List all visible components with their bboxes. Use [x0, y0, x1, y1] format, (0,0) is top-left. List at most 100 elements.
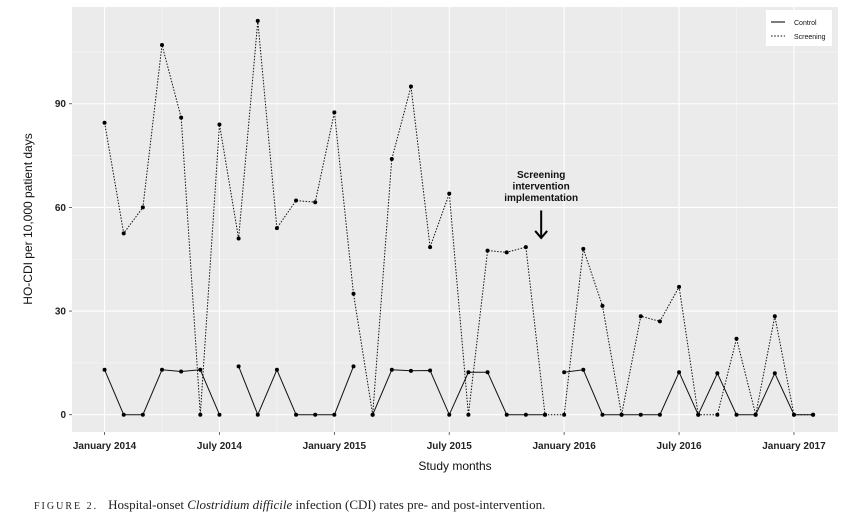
x-axis-ticks: January 2014 July 2014 January 2015 July 20… — [73, 432, 826, 452]
data-point-control — [351, 364, 356, 369]
x-tick-label: July 2014 — [197, 441, 242, 452]
data-point-control — [140, 412, 145, 417]
data-point-control — [638, 412, 643, 417]
data-point-screening — [389, 157, 394, 162]
data-point-control — [389, 367, 394, 372]
data-point-control — [236, 364, 241, 369]
data-point-screening — [236, 236, 241, 241]
data-point-screening — [313, 200, 318, 205]
data-point-screening — [753, 412, 758, 417]
data-point-control — [677, 370, 682, 375]
data-point-screening — [562, 412, 567, 417]
data-point-screening — [734, 336, 739, 341]
data-point-control — [332, 412, 337, 417]
x-tick-label: July 2015 — [427, 441, 472, 452]
data-point-control — [102, 367, 107, 372]
data-point-control — [562, 370, 567, 375]
caption-text-italic: Clostridium difficile — [187, 497, 293, 512]
data-point-screening — [102, 120, 107, 125]
data-point-screening — [772, 314, 777, 319]
figure-label: FIGURE 2. — [34, 501, 99, 512]
x-tick-label: January 2015 — [303, 441, 367, 452]
plot-panel — [72, 7, 838, 432]
y-tick-label: 30 — [55, 307, 67, 318]
legend-label-control: Control — [794, 20, 817, 27]
data-point-control — [198, 367, 203, 372]
data-point-control — [447, 412, 452, 417]
y-tick-label: 0 — [60, 410, 66, 421]
data-point-screening — [255, 18, 260, 23]
annotation-arrow-head — [534, 230, 548, 240]
annotation-line: Screening — [517, 170, 565, 181]
data-point-control — [734, 412, 739, 417]
data-point-control — [274, 367, 279, 372]
data-point-control — [715, 371, 720, 376]
annotation-line: implementation — [504, 193, 578, 204]
data-point-screening — [811, 412, 816, 417]
data-point-screening — [408, 84, 413, 89]
data-point-control — [504, 412, 509, 417]
data-point-control — [657, 412, 662, 417]
data-point-control — [466, 370, 471, 375]
data-point-screening — [504, 250, 509, 255]
y-tick-label: 60 — [55, 203, 67, 214]
data-point-screening — [447, 191, 452, 196]
data-point-screening — [160, 43, 165, 48]
data-point-screening — [485, 248, 490, 253]
legend-box — [766, 10, 832, 46]
x-tick-label: July 2016 — [657, 441, 702, 452]
data-point-control — [217, 412, 222, 417]
data-point-control — [313, 412, 318, 417]
data-point-screening — [523, 245, 528, 250]
legend-label-screening: Screening — [794, 34, 826, 41]
data-point-control — [179, 369, 184, 374]
data-point-control — [772, 371, 777, 376]
data-point-screening — [600, 303, 605, 308]
series-line-control — [372, 369, 545, 416]
data-point-screening — [351, 291, 356, 296]
data-point-control — [294, 412, 299, 417]
data-point-screening — [198, 412, 203, 417]
y-axis-ticks: 0 30 60 90 — [55, 99, 72, 421]
data-point-control — [485, 370, 490, 375]
data-point-screening — [638, 314, 643, 319]
data-point-screening — [274, 226, 279, 231]
data-point-control — [121, 412, 126, 417]
data-point-control — [600, 412, 605, 417]
data-point-screening — [543, 412, 548, 417]
data-point-screening — [179, 115, 184, 120]
data-points — [102, 18, 816, 417]
data-point-screening — [140, 205, 145, 210]
data-point-screening — [619, 412, 624, 417]
data-point-screening — [294, 198, 299, 203]
x-tick-label: January 2014 — [73, 441, 137, 452]
x-tick-label: January 2017 — [762, 441, 826, 452]
data-point-screening — [791, 412, 796, 417]
data-point-screening — [466, 412, 471, 417]
series-line-control — [564, 369, 814, 416]
data-point-screening — [428, 245, 433, 250]
caption-text-after: infection (CDI) rates pre- and post-inte… — [292, 497, 546, 512]
y-axis-label: HO-CDI per 10,000 patient days — [21, 133, 35, 304]
data-point-screening — [715, 412, 720, 417]
caption-text-before: Hospital-onset — [108, 497, 188, 512]
data-point-control — [160, 367, 165, 372]
data-point-control — [408, 368, 413, 373]
x-tick-label: January 2016 — [532, 441, 596, 452]
data-point-screening — [332, 110, 337, 115]
annotation-line: intervention — [513, 181, 570, 192]
data-point-control — [428, 368, 433, 373]
y-tick-label: 90 — [55, 99, 67, 110]
data-point-screening — [581, 246, 586, 251]
data-point-screening — [217, 122, 222, 127]
data-point-screening — [657, 319, 662, 324]
legend: Control Screening — [766, 10, 832, 46]
figure-caption: FIGURE 2. Hospital-onset Clostridium diff… — [34, 497, 545, 513]
data-point-control — [581, 367, 586, 372]
series-line-screening — [104, 20, 814, 416]
data-point-screening — [121, 231, 126, 236]
x-axis-label: Study months — [418, 459, 491, 473]
data-point-control — [523, 412, 528, 417]
